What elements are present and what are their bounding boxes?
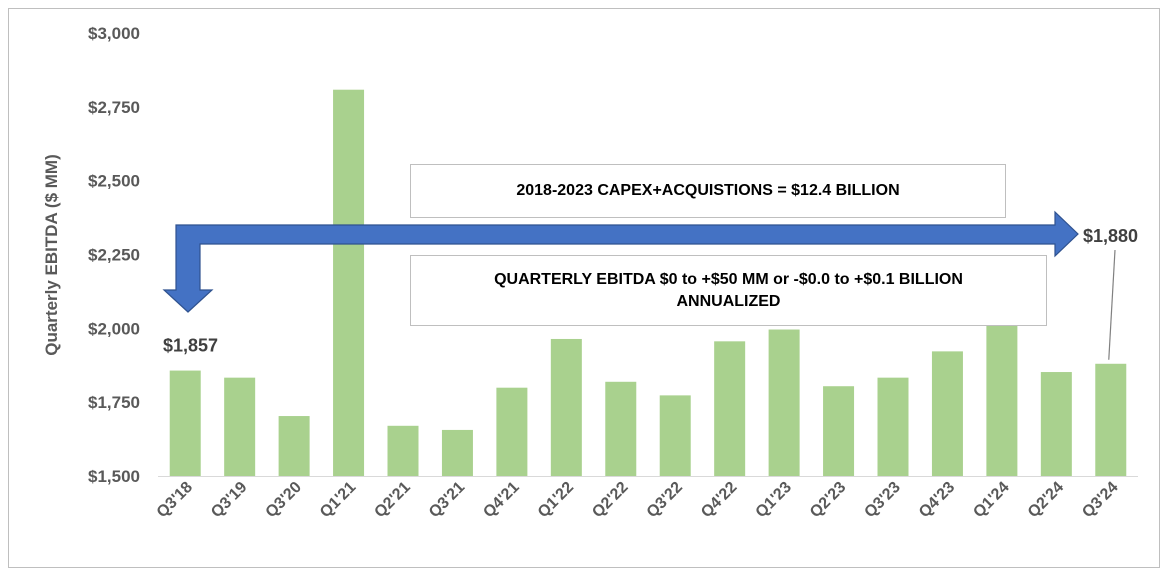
x-tick-label: Q2'23: [807, 479, 849, 521]
bar: [441, 429, 473, 476]
chart-frame: [8, 8, 1160, 568]
y-tick-label: $1,500: [88, 467, 140, 486]
x-tick-label: Q3'24: [1079, 479, 1121, 521]
bar: [496, 387, 528, 476]
capex-arrow: [162, 210, 1079, 313]
x-tick-label: Q2'22: [589, 479, 631, 521]
bar: [224, 377, 256, 476]
bar: [714, 341, 746, 476]
x-tick-label: Q4'23: [916, 479, 958, 521]
y-tick-label: $2,500: [88, 172, 140, 191]
bar: [768, 329, 800, 476]
bar: [550, 338, 582, 476]
x-tick-label: Q4'22: [698, 479, 740, 521]
data-label: $1,880: [1083, 226, 1138, 246]
bar: [659, 395, 691, 476]
bar: [278, 416, 310, 476]
x-tick-label: Q3'20: [263, 479, 305, 521]
y-axis: $1,500 $1,750 $2,000 $2,250 $2,500 $2,750 $3,0…: [42, 24, 140, 486]
data-labels: $1,857 $1,880: [163, 226, 1138, 356]
capex-annotation: 2018-2023 CAPEX+ACQUISTIONS = $12.4 BILL…: [410, 164, 1006, 218]
x-tick-label: Q1'24: [970, 479, 1012, 521]
x-tick-label: Q3'21: [426, 479, 468, 521]
bar: [823, 386, 855, 476]
bars: [169, 89, 1127, 476]
y-tick-label: $3,000: [88, 24, 140, 43]
x-tick-label: Q2'24: [1025, 479, 1067, 521]
y-axis-title: Quarterly EBITDA ($ MM): [42, 154, 61, 356]
y-tick-label: $2,750: [88, 98, 140, 117]
bar: [169, 370, 201, 476]
bar: [333, 89, 365, 476]
x-tick-label: Q1'22: [535, 479, 577, 521]
x-tick-label: Q1'21: [317, 479, 359, 521]
x-tick-label: Q2'21: [371, 479, 413, 521]
x-tick-label: Q3'18: [154, 479, 196, 521]
x-axis: Q3'18 Q3'19 Q3'20 Q1'21 Q2'21 Q3'21 Q4'21 Q1'22…: [154, 476, 1138, 521]
bar: [1095, 363, 1127, 476]
bar: [931, 351, 963, 476]
bar: [986, 325, 1018, 476]
y-tick-label: $2,250: [88, 246, 140, 265]
y-tick-label: $2,000: [88, 319, 140, 338]
bar: [1040, 372, 1072, 476]
x-tick-label: Q4'21: [480, 479, 522, 521]
x-tick-label: Q3'19: [208, 479, 250, 521]
bar: [387, 425, 419, 476]
bar: [605, 381, 637, 476]
leader-line: [1108, 249, 1116, 360]
data-label: $1,857: [163, 336, 218, 356]
bar: [877, 377, 909, 476]
y-tick-label: $1,750: [88, 393, 140, 412]
x-tick-label: Q3'22: [644, 479, 686, 521]
x-tick-label: Q1'23: [753, 479, 795, 521]
ebitda-annotation: QUARTERLY EBITDA $0 to +$50 MM or -$0.0 …: [410, 255, 1047, 326]
x-tick-label: Q3'23: [861, 479, 903, 521]
